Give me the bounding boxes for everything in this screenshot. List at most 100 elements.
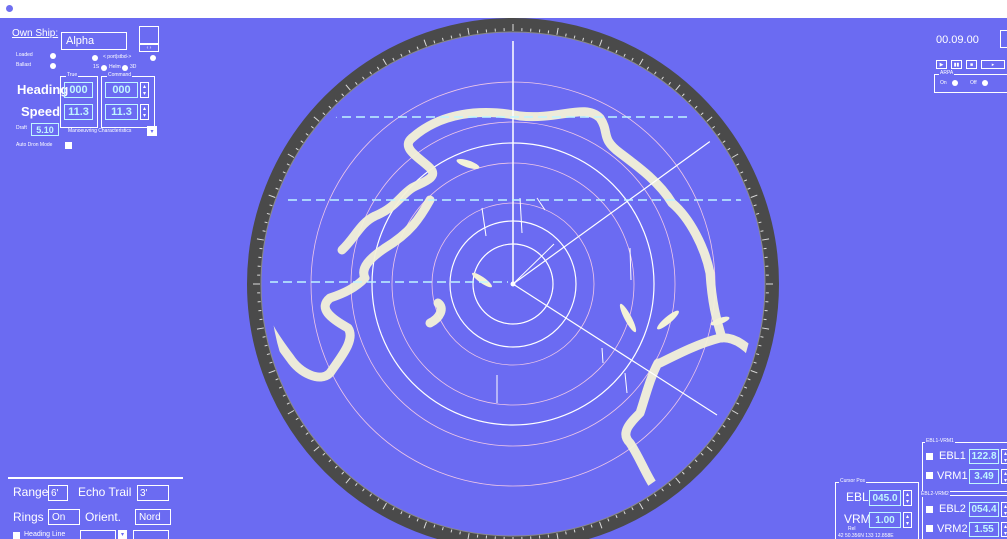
- bearing-tick: [286, 163, 290, 166]
- cursor-pos-title: Cursor Pos: [839, 478, 867, 484]
- ebl2-checkbox[interactable]: [926, 506, 933, 513]
- bearing-tick: [282, 394, 286, 397]
- arpa-on-radio[interactable]: [952, 80, 958, 86]
- bearing-tick: [582, 527, 585, 531]
- bearing-tick: [416, 46, 419, 50]
- bearing-tick: [623, 53, 626, 57]
- loaded-label: Loaded: [16, 52, 33, 58]
- ebl1-label: EBL1: [939, 450, 966, 462]
- bearing-tick: [450, 35, 453, 39]
- bearing-tick: [758, 344, 762, 347]
- heading-command-field[interactable]: 000: [105, 82, 138, 98]
- bearing-tick: [565, 33, 567, 37]
- bearing-tick: [743, 179, 748, 182]
- bearing-tick: [382, 58, 387, 66]
- bearing-scale: [253, 24, 773, 539]
- heading-line-extra-select[interactable]: [133, 530, 169, 539]
- range-field[interactable]: 6': [48, 485, 68, 501]
- speed-true-value: 11.3: [64, 104, 93, 120]
- time-set-button[interactable]: [1000, 30, 1007, 48]
- ballast-radio[interactable]: [50, 63, 56, 69]
- echo-trail-field[interactable]: 3': [137, 485, 169, 501]
- heading-line-checkbox[interactable]: [13, 532, 20, 539]
- mode-helm-label: Helm: [109, 64, 121, 70]
- bearing-tick: [646, 498, 650, 502]
- stbd-radio[interactable]: [150, 55, 156, 61]
- pause-button[interactable]: ▮▮: [951, 60, 962, 69]
- bearing-tick: [590, 524, 593, 528]
- bearing-tick: [467, 27, 470, 35]
- speed-command-field[interactable]: 11.3: [105, 104, 138, 120]
- bearing-tick: [392, 507, 395, 511]
- bearing-tick: [582, 37, 585, 41]
- vrm1-checkbox[interactable]: [926, 472, 933, 479]
- vrm1-stepper[interactable]: ▴ ▾: [1001, 469, 1007, 484]
- mode-helm-radio[interactable]: [122, 65, 128, 71]
- bearing-tick: [376, 66, 380, 70]
- speed-select[interactable]: ▸: [981, 60, 1005, 69]
- bearing-tick: [700, 452, 704, 456]
- cursor-ebl-label: EBL: [846, 490, 869, 504]
- arpa-off-radio[interactable]: [982, 80, 988, 86]
- autodrm-checkbox[interactable]: [65, 142, 72, 149]
- bearing-tick: [722, 425, 726, 428]
- bearing-tick: [681, 471, 685, 475]
- heading-command-stepper[interactable]: ▴ ▾: [140, 82, 149, 98]
- speed-command-stepper[interactable]: ▴ ▾: [140, 104, 149, 120]
- vrm2-stepper[interactable]: ▴ ▾: [1001, 522, 1007, 537]
- heading-line-label: Heading Line: [24, 531, 66, 538]
- ebl2-value: 054.4: [969, 502, 999, 517]
- vrm1-value: 3.49: [969, 469, 999, 484]
- bearing-tick: [694, 105, 698, 109]
- orient-label: Orient.: [85, 510, 122, 524]
- vrm2-value: 1.55: [969, 522, 999, 537]
- arpa-label: ARPA: [939, 70, 955, 76]
- bearing-tick: [727, 147, 731, 151]
- ebl2-stepper[interactable]: ▴ ▾: [1001, 502, 1007, 517]
- ebl1-stepper[interactable]: ▴ ▾: [1001, 449, 1007, 464]
- vrm2-checkbox[interactable]: [926, 525, 933, 532]
- bearing-tick: [573, 529, 576, 533]
- bearing-tick: [688, 465, 692, 469]
- stop-button[interactable]: ■: [966, 60, 977, 69]
- bearing-tick: [345, 84, 351, 91]
- mode-1s-radio[interactable]: [101, 65, 107, 71]
- ship-select-arrows[interactable]: ‹ ›: [139, 44, 159, 52]
- ebl1-checkbox[interactable]: [926, 453, 933, 460]
- rings-field[interactable]: On: [48, 509, 80, 525]
- bearing-tick: [661, 488, 664, 492]
- bearing-tick: [736, 402, 740, 405]
- ship-name-field[interactable]: Alpha: [61, 32, 127, 50]
- orient-field[interactable]: Nord: [135, 509, 171, 525]
- bearing-tick: [376, 498, 380, 502]
- radar-display[interactable]: [0, 18, 1007, 539]
- bearing-tick: [341, 471, 345, 475]
- port-radio[interactable]: [92, 55, 98, 61]
- app-icon: [6, 5, 13, 12]
- ebl-vrm2-title: EBL2-VRM2: [920, 491, 950, 497]
- bearing-tick: [362, 488, 365, 492]
- bearing-tick: [345, 477, 351, 484]
- bearing-tick: [295, 147, 299, 151]
- bearing-tick: [740, 171, 744, 174]
- ship-select-button[interactable]: [139, 26, 159, 44]
- cursor-ebl-stepper[interactable]: ▴ ▾: [903, 490, 912, 506]
- bearing-tick: [459, 33, 461, 37]
- bearing-tick: [459, 531, 461, 535]
- cursor-vrm-stepper[interactable]: ▴ ▾: [903, 512, 912, 528]
- heading-line-dropdown[interactable]: ▾: [118, 530, 127, 539]
- maneuvering-dropdown[interactable]: ▾: [147, 126, 157, 136]
- bearing-tick: [310, 439, 314, 443]
- cursor-vrm-sub: Rel: [848, 526, 856, 532]
- cursor-ebl-line: [512, 243, 555, 285]
- bearing-tick: [623, 511, 626, 515]
- cursor-vrm-label: VRM: [844, 512, 871, 526]
- play-button[interactable]: ▶: [936, 60, 947, 69]
- loaded-radio[interactable]: [50, 53, 56, 59]
- bearing-tick: [727, 417, 731, 421]
- bearing-tick: [631, 57, 634, 61]
- bearing-tick: [400, 53, 403, 57]
- bearing-tick: [408, 514, 411, 519]
- echo-trail-label: Echo Trail: [78, 485, 132, 499]
- heading-line-select[interactable]: [80, 530, 116, 539]
